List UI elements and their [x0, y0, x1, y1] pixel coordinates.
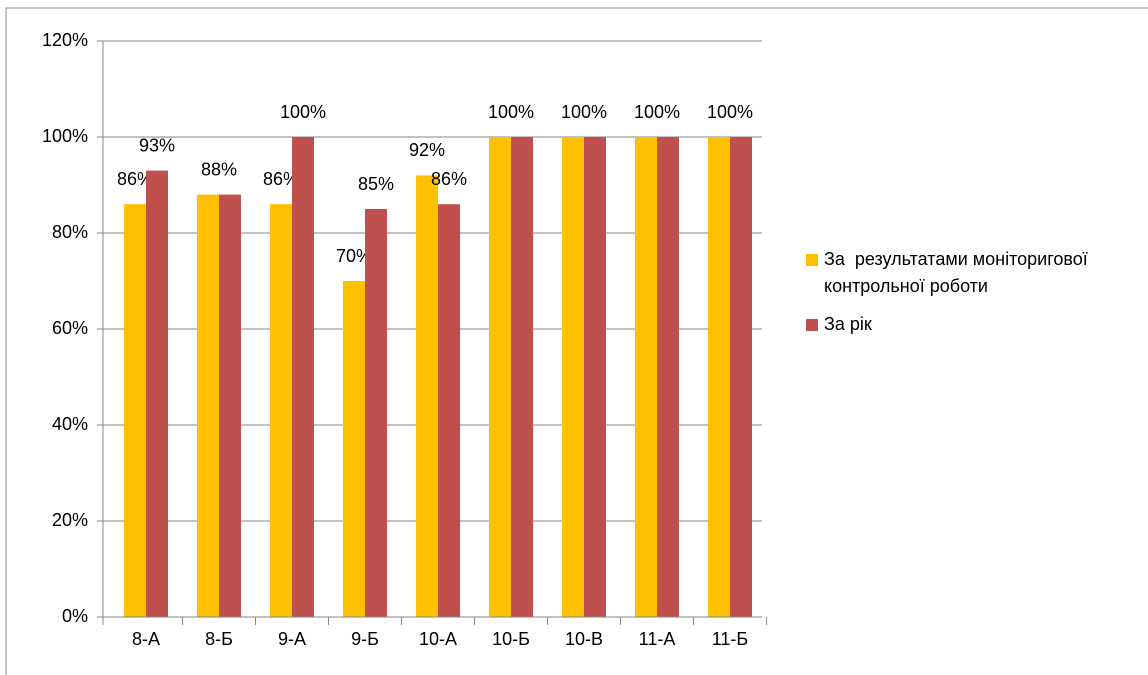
bar: [124, 204, 146, 617]
bar: [365, 209, 387, 617]
legend-swatch: [806, 319, 818, 331]
bar: [708, 137, 730, 617]
x-tick-label: 8-А: [132, 629, 160, 649]
x-tick-label: 11-А: [639, 629, 676, 649]
bar: [416, 175, 438, 617]
y-tick-label: 80%: [52, 222, 88, 242]
y-tick-label: 120%: [42, 30, 88, 50]
legend: За результатами моніторигової контрольно…: [806, 246, 1141, 349]
bar: [584, 137, 606, 617]
bar: [635, 137, 657, 617]
bar: [489, 137, 511, 617]
bar: [511, 137, 533, 617]
data-label: 86%: [431, 169, 467, 189]
data-label: 86%: [263, 169, 299, 189]
bar: [730, 137, 752, 617]
data-label: 100%: [707, 102, 753, 122]
y-tick-label: 0%: [62, 606, 88, 626]
data-label: 86%: [117, 169, 153, 189]
x-tick-label: 10-Б: [492, 629, 530, 649]
x-tick-label: 9-А: [278, 629, 306, 649]
chart-frame: [5, 7, 1148, 675]
data-label: 70%: [336, 246, 372, 266]
x-tick-label: 10-А: [419, 629, 457, 649]
x-tick-label: 8-Б: [205, 629, 233, 649]
bar: [657, 137, 679, 617]
data-label: 100%: [634, 102, 680, 122]
bar: [270, 204, 292, 617]
x-tick-label: 10-В: [565, 629, 603, 649]
legend-swatch: [806, 254, 818, 266]
data-label: 85%: [358, 174, 394, 194]
bar: [438, 204, 460, 617]
bar: [219, 194, 241, 617]
data-label: 100%: [561, 102, 607, 122]
x-tick-label: 9-Б: [351, 629, 379, 649]
y-tick-label: 40%: [52, 414, 88, 434]
bar: [197, 194, 219, 617]
x-tick-label: 11-Б: [712, 629, 749, 649]
bar: [292, 137, 314, 617]
bar: [562, 137, 584, 617]
data-label: 92%: [409, 140, 445, 160]
data-label: 88%: [201, 159, 237, 179]
data-label: 100%: [280, 102, 326, 122]
legend-label: За рік: [824, 314, 872, 334]
y-tick-label: 100%: [42, 126, 88, 146]
y-tick-label: 20%: [52, 510, 88, 530]
legend-item: За результатами моніторигової контрольно…: [806, 246, 1141, 300]
legend-label: За результатами моніторигової контрольно…: [824, 249, 1093, 296]
y-tick-label: 60%: [52, 318, 88, 338]
bar: [343, 281, 365, 617]
data-label: 93%: [139, 135, 175, 155]
bar: [146, 170, 168, 617]
legend-item: За рік: [806, 311, 1141, 338]
data-label: 100%: [488, 102, 534, 122]
